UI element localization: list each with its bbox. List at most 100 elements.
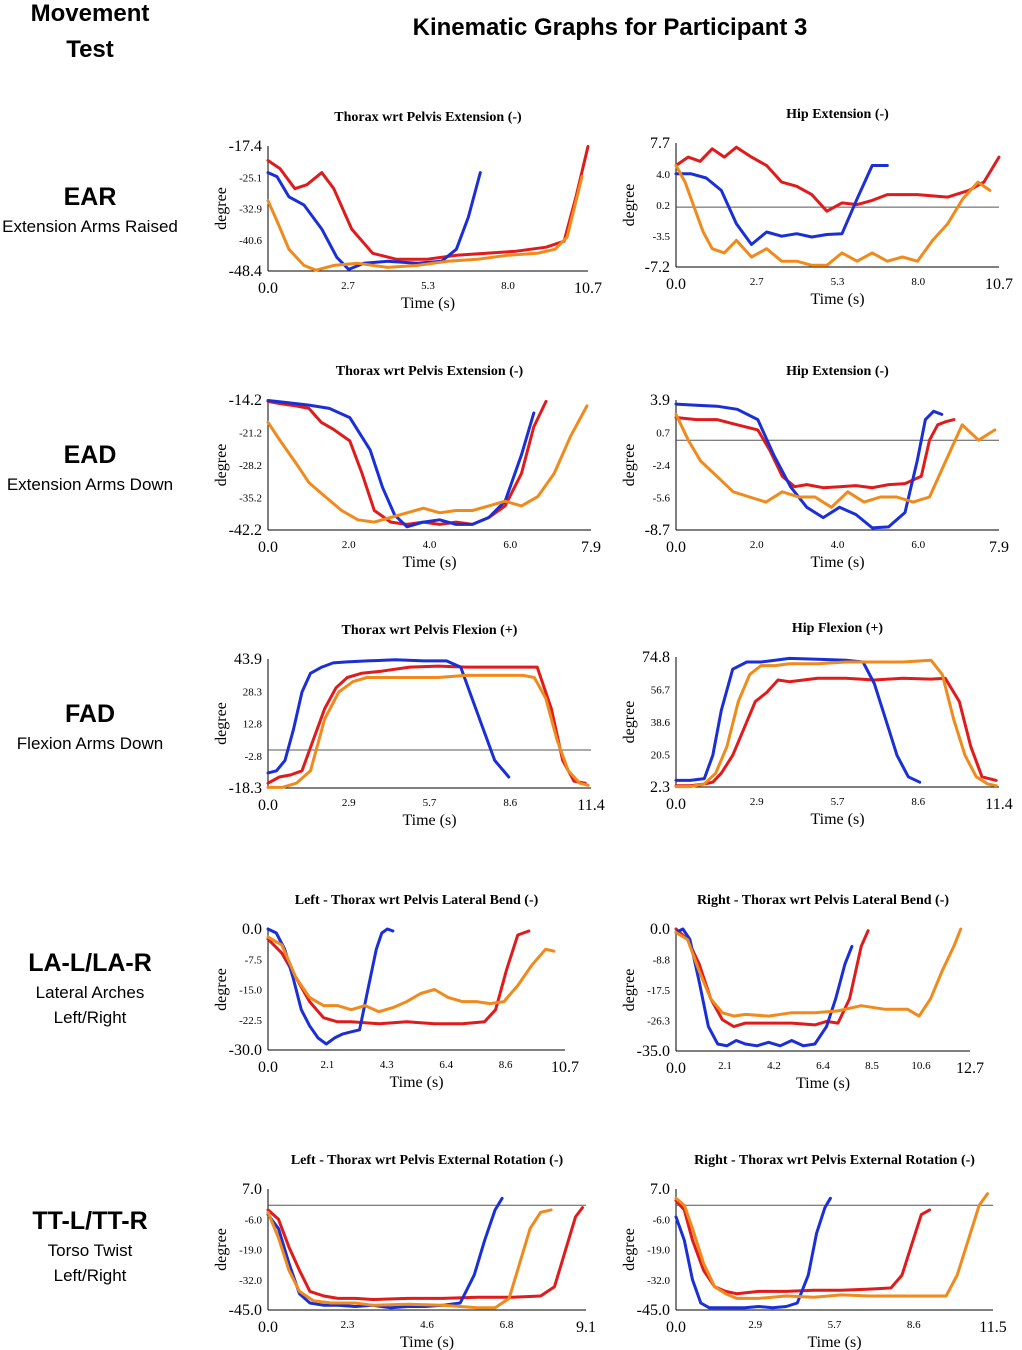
x-tick-label: 2.1 [718,1060,732,1072]
series-line-blue [674,656,922,784]
series-line-blue [674,164,889,246]
y-tick-label: 2.3 [650,779,670,796]
x-axis-label: Time (s) [389,1074,443,1091]
y-tick-label: -35.0 [637,1043,670,1060]
y-tick-label: -17.5 [647,985,670,997]
row-desc-line1: Extension Arms Raised [2,217,178,236]
row-desc-line1: Flexion Arms Down [16,734,164,753]
y-tick-label: 7.0 [242,1181,262,1198]
row-label-tt: TT-L/TT-R Torso Twist Left/Right [0,1204,180,1288]
series-line-blue [674,402,944,530]
series-line-red [674,145,1001,213]
x-tick-label: 5.7 [831,796,845,808]
x-tick-label: 10.7 [985,276,1013,293]
x-tick-label: 0.0 [258,280,278,297]
y-tick-label: -2.4 [653,460,671,472]
y-axis-label: degree [213,702,230,745]
x-tick-label: 8.6 [499,1059,513,1071]
row-code: FAD [65,700,115,728]
x-tick-label: 5.7 [828,1319,842,1331]
x-axis-label: Time (s) [807,1334,861,1350]
y-tick-label: -45.0 [229,1302,262,1319]
series-line-red [266,144,590,261]
x-tick-label: 6.0 [911,539,925,551]
x-tick-label: 0.0 [666,276,686,293]
y-axis-label: degree [213,187,230,230]
row-code: LA-L/LA-R [28,949,152,977]
y-tick-label: -3.5 [653,231,671,243]
row-label-ear: EAR Extension Arms Raised [0,180,180,239]
x-axis-label: Time (s) [796,1075,850,1092]
x-tick-label: 2.0 [750,539,764,551]
y-tick-label: -25.1 [239,172,262,184]
series-line-red [674,676,998,788]
row-desc-line2: Left/Right [53,1266,127,1285]
x-tick-label: 0.0 [666,539,686,556]
series-line-blue [266,399,536,529]
x-tick-label: 11.4 [577,797,604,814]
y-tick-label: -35.2 [239,493,262,505]
x-tick-label: 6.4 [439,1059,453,1071]
x-tick-label: 6.0 [503,539,517,551]
chart-title: Thorax wrt Pelvis Extension (-) [336,364,524,379]
series-line-orange [674,1192,989,1300]
row-desc-line1: Lateral Arches [35,983,145,1002]
y-tick-label: -6.0 [653,1214,671,1226]
y-tick-label: -30.0 [229,1042,262,1059]
row-code: TT-L/TT-R [32,1207,148,1235]
x-tick-label: 8.0 [501,280,515,292]
y-tick-label: 56.7 [651,685,671,697]
x-tick-label: 4.0 [423,539,437,551]
series-line-orange [266,673,590,789]
y-tick-label: -14.2 [229,392,262,409]
y-tick-label: 4.0 [656,169,670,181]
x-tick-label: 4.0 [831,539,845,551]
y-tick-label: 0.2 [656,200,670,212]
chart-title: Left - Thorax wrt Pelvis Lateral Bend (-… [295,893,539,908]
x-tick-label: 8.6 [907,1319,921,1331]
x-axis-label: Time (s) [810,291,864,308]
movement-test-header-line2: Test [66,36,114,63]
series-line-orange [266,935,556,1014]
y-tick-label: -45.0 [637,1302,670,1319]
row-code: EAR [63,183,117,211]
movement-test-header: Movement Test [0,0,180,68]
y-tick-label: 74.8 [642,649,670,666]
x-tick-label: 4.2 [767,1060,781,1072]
x-tick-label: 0.0 [258,539,278,556]
x-tick-label: 6.4 [816,1060,830,1072]
y-tick-label: -19.0 [239,1245,262,1257]
x-tick-label: 7.9 [989,539,1009,556]
y-axis-label: degree [621,701,638,744]
y-tick-label: 28.3 [243,686,263,698]
y-tick-label: -17.4 [229,138,262,155]
x-axis-label: Time (s) [810,554,864,571]
y-tick-label: -32.0 [647,1275,670,1287]
series-line-orange [266,175,584,272]
x-tick-label: 0.0 [666,1319,686,1336]
chart-title: Right - Thorax wrt Pelvis Lateral Bend (… [697,893,949,908]
x-tick-label: 11.5 [979,1319,1006,1336]
x-tick-label: 2.9 [750,796,764,808]
row-desc-line2: Left/Right [53,1008,127,1027]
x-tick-label: 8.6 [503,797,517,809]
y-tick-label: 38.6 [651,717,671,729]
x-tick-label: 8.6 [911,796,925,808]
x-tick-label: 4.3 [380,1059,394,1071]
x-axis-label: Time (s) [402,812,456,829]
y-tick-label: -2.8 [245,751,263,763]
y-tick-label: -18.3 [229,780,262,797]
series-line-blue [674,1196,832,1310]
x-tick-label: 10.6 [911,1060,931,1072]
x-tick-label: 10.7 [551,1059,579,1076]
y-axis-label: degree [621,444,638,487]
y-tick-label: -26.3 [647,1016,670,1028]
series-line-orange [266,404,589,524]
series-line-blue [674,927,854,1048]
